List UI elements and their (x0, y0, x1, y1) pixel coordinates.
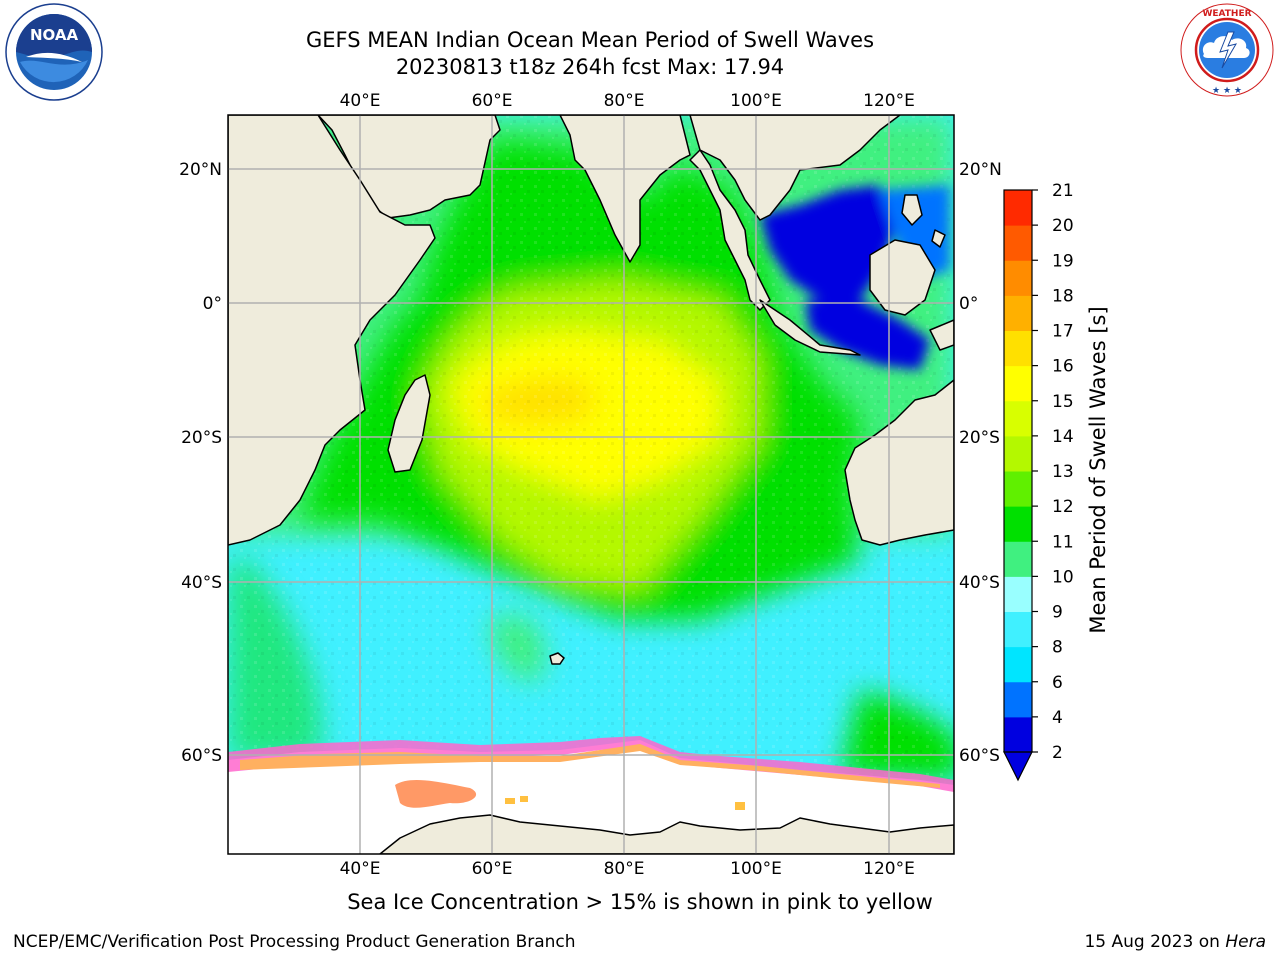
right-tick-40s: 40°S (959, 573, 1000, 593)
top-tick-80e: 80°E (604, 91, 645, 111)
colorbar-tick-label-15: 15 (1052, 392, 1074, 412)
colorbar-tick-label-12: 12 (1052, 497, 1074, 517)
colorbar-segment-15 (1004, 190, 1032, 226)
bottom-tick-80e: 80°E (604, 859, 645, 879)
colorbar-tick-label-19: 19 (1052, 251, 1074, 271)
colorbar-tick-label-2: 2 (1052, 743, 1063, 763)
left-tick-60s: 60°S (181, 746, 222, 766)
colorbar-segment-1 (1004, 681, 1032, 718)
left-tick-20s: 20°S (181, 428, 222, 448)
bottom-tick-100e: 100°E (730, 859, 782, 879)
axis-labels: 40°E 60°E 80°E 100°E 120°E 40°E 60°E 80°… (179, 91, 1002, 879)
bottom-tick-40e: 40°E (340, 859, 381, 879)
colorbar-segment-2 (1004, 646, 1032, 683)
left-tick-0: 0° (203, 294, 222, 314)
top-tick-60e: 60°E (472, 91, 513, 111)
colorbar-tick-label-16: 16 (1052, 357, 1074, 377)
right-tick-60s: 60°S (959, 746, 1000, 766)
colorbar-tick-label-21: 21 (1052, 181, 1074, 201)
colorbar-segment-8 (1004, 435, 1032, 472)
colorbar-tick-label-11: 11 (1052, 532, 1074, 552)
colorbar-tick-label-10: 10 (1052, 567, 1074, 587)
bottom-tick-120e: 120°E (863, 859, 915, 879)
colorbar-segment-9 (1004, 400, 1032, 437)
colorbar-segment-3 (1004, 611, 1032, 648)
bottom-tick-60e: 60°E (472, 859, 513, 879)
right-tick-20s: 20°S (959, 428, 1000, 448)
footer-date: 15 Aug 2023 on Hera (1084, 932, 1266, 952)
footer-machine: Hera (1225, 932, 1266, 952)
noaa-logo: NOAA (5, 3, 103, 101)
top-tick-120e: 120°E (863, 91, 915, 111)
colorbar-segment-11 (1004, 330, 1032, 367)
svg-text:★ ★ ★: ★ ★ ★ (1212, 86, 1242, 96)
top-tick-100e: 100°E (730, 91, 782, 111)
nws-logo: WEATHER ★ ★ ★ (1180, 3, 1274, 97)
right-tick-0: 0° (959, 294, 978, 314)
chart-subtitle: 20230813 t18z 264h fcst Max: 17.94 (395, 55, 785, 79)
colorbar-segment-13 (1004, 260, 1032, 296)
left-tick-40s: 40°S (181, 573, 222, 593)
chart-title: GEFS MEAN Indian Ocean Mean Period of Sw… (305, 28, 875, 52)
south-china-sea-shading (760, 185, 950, 370)
colorbar: 2 4 6 8 9 10 11 12 13 14 15 16 17 18 19 20 21 (1003, 181, 1074, 782)
colorbar-tick-label-8: 8 (1052, 638, 1063, 658)
colorbar-tick-label-4: 4 (1052, 708, 1063, 728)
colorbar-tick-label-20: 20 (1052, 216, 1074, 236)
top-tick-40e: 40°E (340, 91, 381, 111)
colorbar-tick-label-14: 14 (1052, 427, 1074, 447)
graticule (228, 115, 954, 854)
colorbar-segment-7 (1004, 471, 1032, 507)
colorbar-segment-4 (1004, 576, 1032, 613)
left-tick-20n: 20°N (179, 160, 222, 180)
noaa-logo-text: NOAA (30, 26, 79, 44)
footer-credit: NCEP/EMC/Verification Post Processing Pr… (13, 932, 576, 952)
colorbar-segment-12 (1004, 295, 1032, 332)
colorbar-tick-label-17: 17 (1052, 322, 1074, 342)
colorbar-segment-10 (1004, 365, 1032, 402)
right-tick-20n: 20°N (959, 160, 1002, 180)
svg-text:WEATHER: WEATHER (1202, 9, 1251, 19)
colorbar-title-text: Mean Period of Swell Waves [s] (1086, 306, 1110, 634)
colorbar-tick-label-18: 18 (1052, 286, 1074, 306)
map-frame (227, 114, 955, 855)
colorbar-segment-0 (1004, 716, 1032, 753)
colorbar-tick-label-9: 9 (1052, 603, 1063, 623)
colorbar-extend-arrow (1003, 751, 1033, 782)
colorbar-segment-5 (1004, 541, 1032, 577)
colorbar-tick-label-6: 6 (1052, 673, 1063, 693)
colorbar-segment-14 (1004, 225, 1032, 261)
sea-ice-note: Sea Ice Concentration > 15% is shown in … (347, 890, 933, 914)
colorbar-segment-6 (1004, 506, 1032, 542)
map-field (228, 115, 954, 854)
colorbar-tick-label-13: 13 (1052, 462, 1074, 482)
footer-date-text: 15 Aug 2023 on (1084, 932, 1220, 952)
